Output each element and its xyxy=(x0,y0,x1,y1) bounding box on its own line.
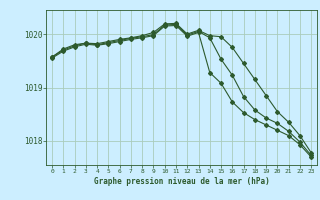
X-axis label: Graphe pression niveau de la mer (hPa): Graphe pression niveau de la mer (hPa) xyxy=(94,177,269,186)
